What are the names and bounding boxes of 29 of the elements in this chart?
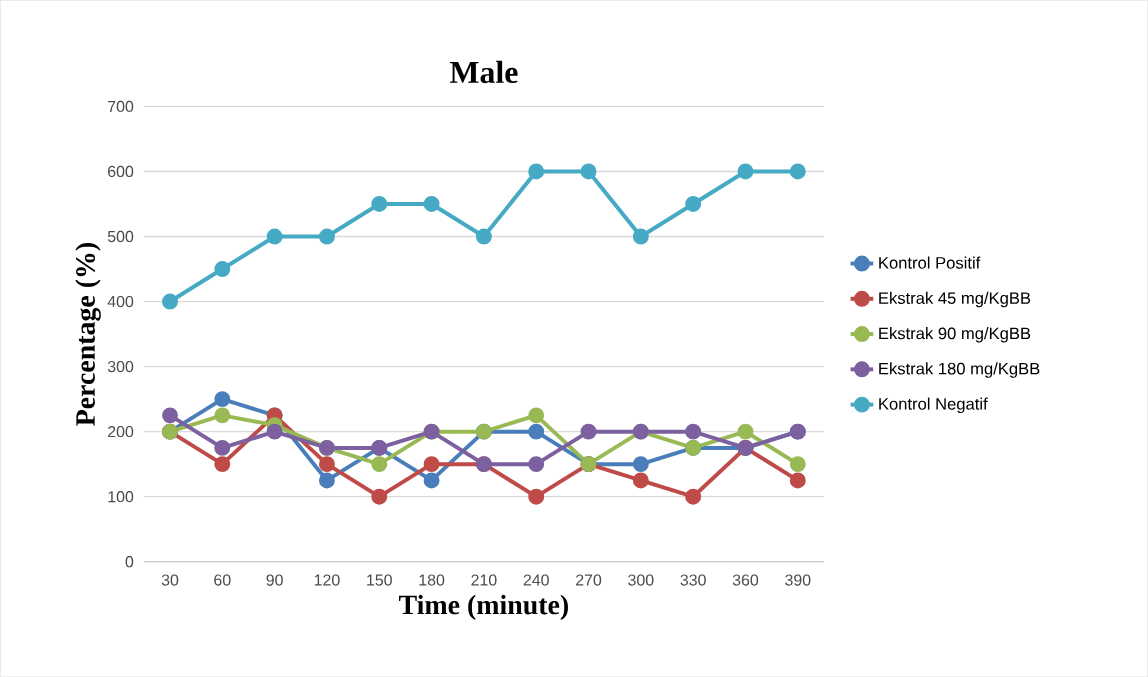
y-axis-title: Percentage (%) — [75, 242, 101, 426]
x-tick-label: 240 — [523, 574, 549, 586]
x-tick-label: 330 — [680, 574, 706, 586]
x-tick-label: 30 — [161, 574, 179, 586]
x-tick-label: 360 — [732, 574, 759, 586]
y-tick-label: 700 — [108, 100, 134, 112]
x-tick-label: 90 — [266, 574, 283, 586]
legend-label: Ekstrak 45 mg/KgBB — [879, 291, 1031, 308]
x-tick-label: 120 — [314, 574, 340, 586]
legend-label: Kontrol Positif — [879, 256, 981, 269]
x-tick-label: 390 — [785, 574, 811, 586]
legend-label: Ekstrak 90 mg/KgBB — [879, 326, 1031, 343]
y-tick-label: 600 — [108, 165, 134, 177]
x-tick-label: 210 — [471, 574, 497, 586]
y-tick-label: 100 — [108, 490, 134, 503]
y-tick-label: 300 — [107, 360, 134, 373]
x-tick-label: 270 — [576, 574, 602, 586]
x-tick-label: 150 — [367, 574, 392, 586]
legend-label: Kontrol Negatif — [879, 397, 988, 413]
legend-label: Ekstrak 180 mg/KgBB — [879, 362, 1040, 378]
y-tick-label: 200 — [108, 425, 134, 438]
y-tick-label: 0 — [125, 555, 134, 568]
x-tick-label: 300 — [628, 574, 654, 586]
y-tick-label: 400 — [107, 295, 134, 308]
chart-title: Male — [449, 60, 518, 84]
x-tick-label: 60 — [214, 574, 231, 586]
x-tick-label: 180 — [419, 574, 445, 586]
x-axis-title: Time (minute) — [399, 594, 568, 620]
y-tick-label: 500 — [107, 230, 134, 243]
